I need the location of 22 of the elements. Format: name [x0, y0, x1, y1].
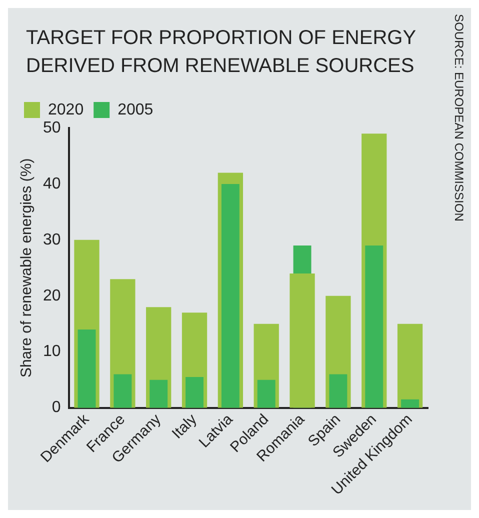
legend-label: 2005	[118, 101, 154, 118]
bar	[365, 246, 384, 408]
legend-label: 2020	[48, 101, 84, 118]
bar	[329, 374, 348, 408]
bar	[186, 377, 204, 408]
y-tick-label: 40	[43, 175, 61, 192]
y-tick-label: 10	[43, 343, 61, 360]
y-tick-label: 0	[52, 399, 61, 416]
y-axis-title: Share of renewable energies (%)	[18, 158, 36, 378]
chart-title: TARGET FOR PROPORTION OF ENERGY DERIVED FROM RENEWABLE SOURCES	[26, 26, 417, 79]
bar	[290, 274, 315, 408]
bar	[221, 184, 240, 408]
y-tick-label: 30	[43, 231, 61, 248]
bar	[150, 380, 168, 408]
source-note: SOURCE: EUROPEAN COMMISSION	[451, 14, 466, 222]
bar	[397, 324, 423, 408]
y-tick-label: 50	[43, 119, 61, 136]
bar	[78, 329, 96, 408]
bar	[257, 380, 276, 408]
y-tick-label: 20	[43, 287, 61, 304]
bar	[114, 374, 132, 408]
bar	[401, 399, 420, 408]
